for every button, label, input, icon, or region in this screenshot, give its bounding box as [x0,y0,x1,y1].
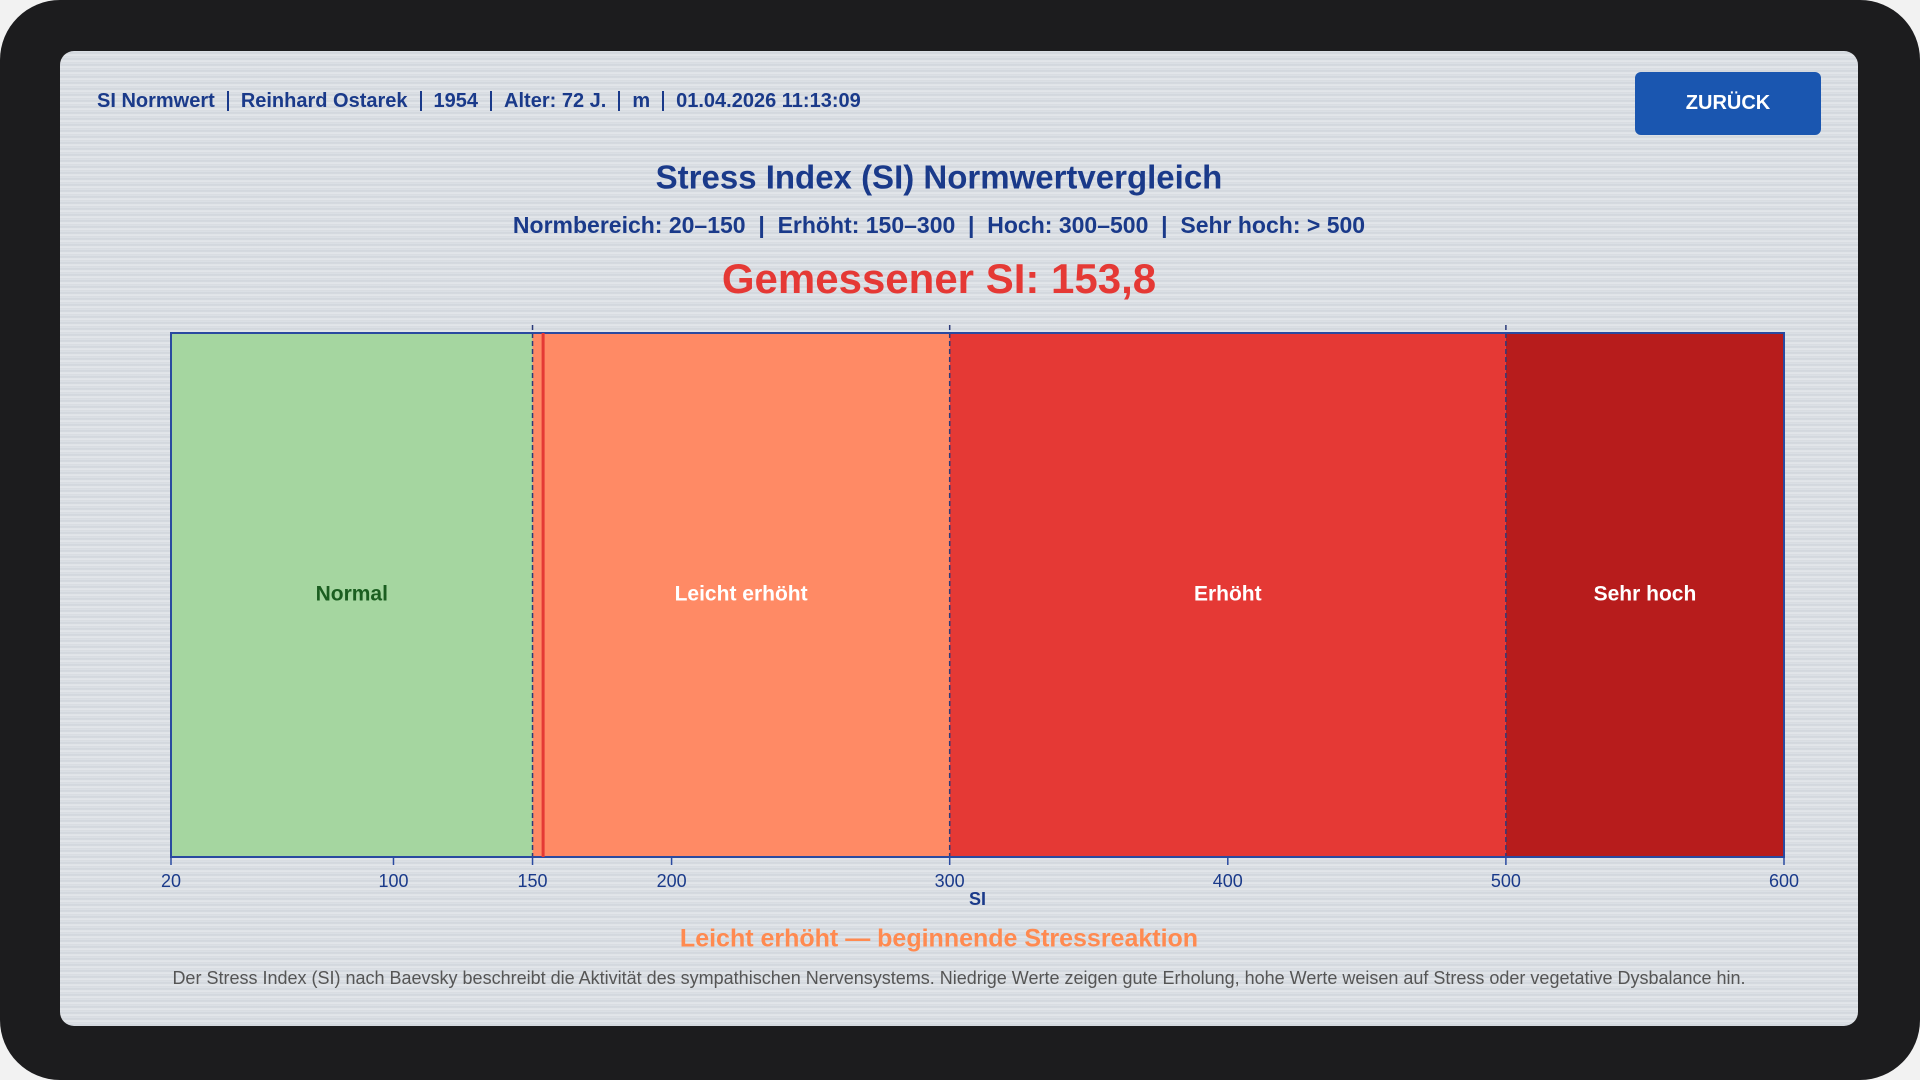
header-item: 1954 [419,91,491,111]
zone [171,333,533,857]
x-tick-label: 400 [1213,871,1243,891]
x-tick-label: 20 [161,871,181,891]
x-axis-label: SI [969,889,986,909]
x-tick-label: 500 [1491,871,1521,891]
x-tick-label: 100 [378,871,408,891]
header-item: 01.04.2026 11:13:09 [662,91,873,111]
description: Der Stress Index (SI) nach Baevsky besch… [172,968,1746,988]
header-item: SI Normwert [97,90,215,112]
zone-label: Leicht erhöht [675,583,808,606]
header-item: m [618,91,662,111]
plot-border [170,332,1785,858]
back-button[interactable]: ZURÜCK [1635,72,1821,135]
x-tick-label: 200 [657,871,687,891]
chart: Stress Index (SI) Normwertvergleich Normb… [161,159,1799,988]
zone [949,333,1506,857]
chart-title: Stress Index (SI) Normwertvergleich [656,159,1223,196]
header-item: Reinhard Ostarek [226,91,420,111]
chart-subtitle: Normbereich: 20–150 | Erhöht: 150–300 | … [513,212,1365,238]
x-tick-label: 300 [935,871,965,891]
status-text: Leicht erhöht — beginnende Stressreaktio… [680,925,1198,953]
header: SI Normwert Reinhard Ostarek 1954 Alter: 72… [97,91,873,111]
zone-label: Sehr hoch [1594,583,1697,606]
zone-label: Erhöht [1194,583,1262,606]
measured-value: Gemessener SI: 153,8 [722,255,1156,302]
zone [1505,333,1784,857]
x-tick-label: 600 [1769,871,1799,891]
zone [532,333,950,857]
screen: SI Normwert Reinhard Ostarek 1954 Alter: 72… [60,51,1858,1026]
header-item: Alter: 72 J. [490,91,618,111]
x-tick-label: 150 [518,871,548,891]
zone-label: Normal [316,583,388,606]
description-box: Der Stress Index (SI) nach Baevsky besch… [172,968,1746,988]
